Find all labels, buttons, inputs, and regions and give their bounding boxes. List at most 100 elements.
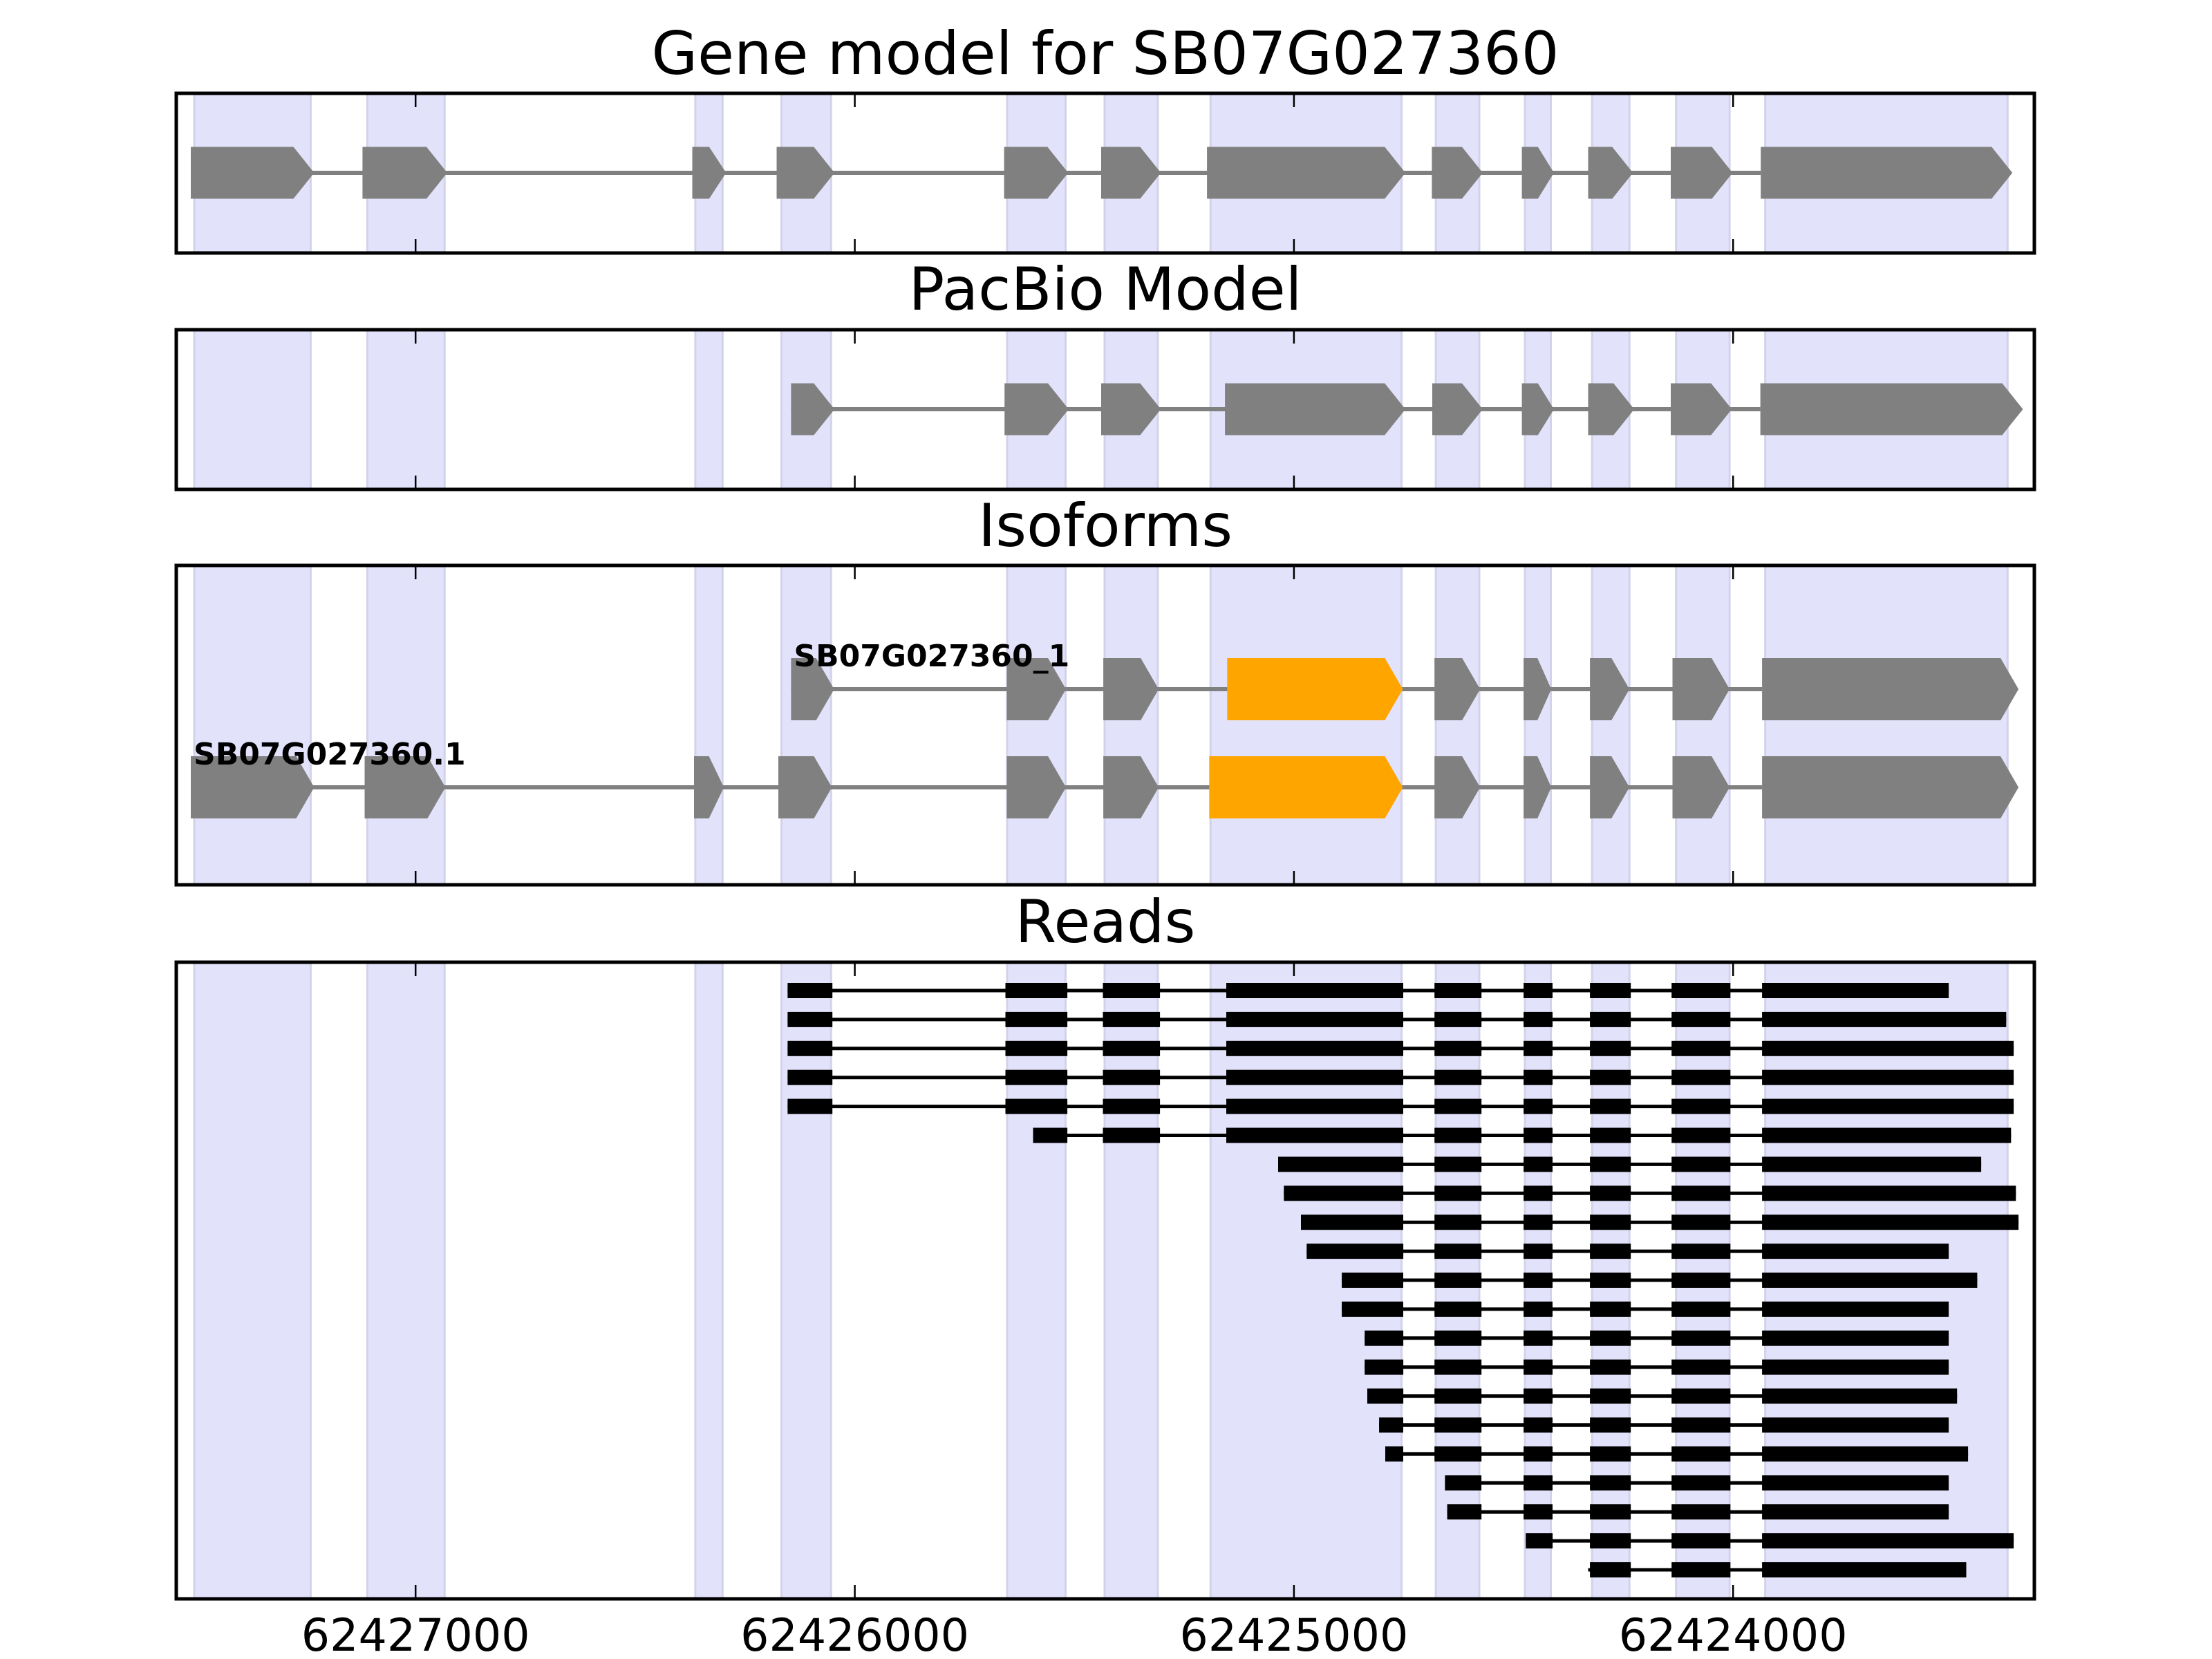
read-block (1762, 1098, 2014, 1114)
isoform-label: SB07G027360.1 (194, 737, 466, 772)
read-block (1762, 1417, 1949, 1433)
read-block (1524, 1011, 1553, 1027)
read-block (1434, 1301, 1482, 1317)
read-block (1103, 1098, 1161, 1114)
read-block (1762, 1040, 2014, 1056)
read-block (1524, 1215, 1553, 1230)
read-block (1671, 1301, 1731, 1317)
read-block (1671, 1244, 1731, 1259)
read-block (1434, 1127, 1482, 1143)
read-block (1590, 1185, 1631, 1201)
panel-title-reads: Reads (1015, 888, 1196, 957)
read (787, 1069, 2014, 1085)
read (1588, 1562, 1967, 1577)
read-block (1226, 1127, 1403, 1143)
read-block (1762, 1533, 2014, 1549)
exon (1225, 383, 1406, 435)
exon-band (1434, 564, 1481, 886)
read-block (1762, 983, 1949, 998)
highlighted-exon (1227, 658, 1403, 720)
exon (1524, 756, 1552, 818)
exon-band (780, 961, 832, 1600)
read-block (1342, 1273, 1403, 1288)
read (787, 1040, 2014, 1056)
read-block (1365, 1359, 1404, 1375)
read-block (1365, 1330, 1404, 1346)
read-block (1033, 1127, 1068, 1143)
exon (1432, 147, 1483, 199)
read-block (1524, 1069, 1553, 1085)
exon-band (193, 961, 312, 1600)
read-block (1524, 1504, 1553, 1520)
read-block (1103, 1069, 1161, 1085)
exon (1762, 658, 2019, 720)
read-block (1671, 1040, 1731, 1056)
exon (1004, 147, 1069, 199)
transcript-track (791, 383, 2023, 435)
read-block (1671, 1069, 1731, 1085)
exon (1671, 383, 1732, 435)
panel-pacbio-model (174, 328, 2036, 491)
read-block (1590, 1417, 1631, 1433)
read-block (1434, 1359, 1482, 1375)
read-block (1762, 1127, 2012, 1143)
transcript-track (791, 658, 2019, 720)
read-block (1671, 1359, 1731, 1375)
read-block (1590, 983, 1631, 998)
exon (1103, 756, 1159, 818)
read-block (1762, 1011, 2007, 1027)
read (1445, 1475, 1949, 1491)
read (1342, 1301, 1949, 1317)
read (1306, 1244, 1949, 1259)
exon-band (1103, 961, 1159, 1600)
read-block (1762, 1215, 2019, 1230)
exon (791, 658, 834, 720)
read-block (787, 1011, 833, 1027)
axes-frame (174, 328, 2036, 491)
exon-band (780, 564, 832, 886)
exon-band (1006, 564, 1067, 886)
read-block (1590, 1127, 1631, 1143)
read-block (1434, 1040, 1482, 1056)
exon-band (694, 564, 724, 886)
read-block (1103, 983, 1161, 998)
read-block (1671, 1446, 1731, 1462)
read-block (1590, 1388, 1631, 1404)
read-block (1671, 1156, 1731, 1172)
read-block (1590, 1244, 1631, 1259)
panel-reads (174, 960, 2036, 1601)
exon (1521, 383, 1554, 435)
exon (191, 756, 315, 818)
read-block (1434, 1011, 1482, 1027)
read-block (1226, 1069, 1403, 1085)
read-block (1284, 1185, 1404, 1201)
read-block (1590, 1273, 1631, 1288)
x-tick-label: 62424000 (1619, 1610, 1848, 1659)
read-block (1671, 1215, 1731, 1230)
read (1447, 1504, 1949, 1520)
read-block (1671, 1185, 1731, 1201)
exon (1434, 756, 1481, 818)
read-block (1226, 983, 1403, 998)
exon (1006, 658, 1067, 720)
read (1365, 1330, 1949, 1346)
read (1365, 1359, 1949, 1375)
read-block (787, 1040, 833, 1056)
read (1367, 1388, 1958, 1404)
read-block (1524, 1127, 1553, 1143)
exon (1762, 756, 2019, 818)
exon (1432, 383, 1483, 435)
read-block (787, 1098, 833, 1114)
read-block (1524, 1388, 1553, 1404)
exon (1207, 147, 1406, 199)
transcript-track (191, 147, 2013, 199)
read-block (1226, 1098, 1403, 1114)
read-block (1434, 1330, 1482, 1346)
read-block (1762, 1562, 1967, 1577)
exon-band (694, 328, 724, 491)
read-block (1590, 1098, 1631, 1114)
read-block (1005, 1069, 1068, 1085)
exon (1672, 756, 1730, 818)
exon (1672, 658, 1730, 720)
